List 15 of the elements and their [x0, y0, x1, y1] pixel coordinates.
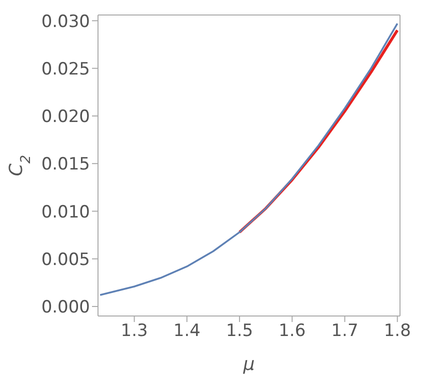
y-tick-label: 0.020 [41, 107, 90, 128]
y-tick-label: 0.000 [41, 298, 90, 318]
y-tick-label: 0.005 [41, 250, 90, 270]
x-tick-label: 1.4 [173, 321, 200, 342]
x-tick-label: 1.6 [278, 321, 306, 342]
x-tick-label: 1.7 [331, 321, 358, 342]
line-series [99, 22, 398, 296]
y-tick-label: 0.010 [41, 202, 90, 222]
x-tick-label: 1.8 [384, 321, 411, 342]
x-tick-label: 1.5 [226, 321, 254, 342]
x-tick-label: 1.3 [120, 321, 148, 342]
y-tick-label: 0.030 [41, 12, 90, 32]
y-tick-label: 0.015 [41, 154, 90, 175]
y-tick-label: 0.025 [41, 59, 90, 80]
x-axis-title: μ [242, 354, 255, 375]
